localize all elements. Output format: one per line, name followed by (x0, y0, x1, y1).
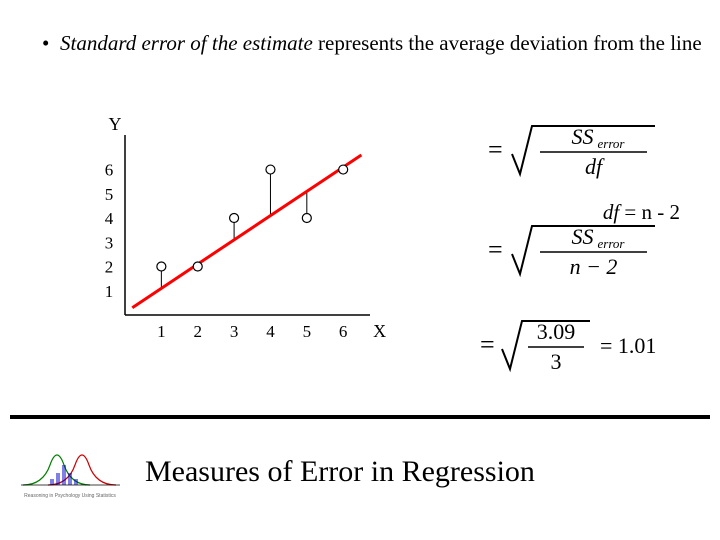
svg-text:5: 5 (303, 322, 312, 341)
svg-text:SS: SS (572, 124, 594, 149)
chart-svg: Y 6 5 4 3 2 1 1 2 3 4 5 6 X (95, 115, 395, 345)
svg-text:Y: Y (109, 115, 122, 134)
svg-text:2: 2 (193, 322, 202, 341)
svg-text:Reasoning in Psychology Using: Reasoning in Psychology Using Statistics (24, 493, 116, 499)
bullet-text: • Standard error of the estimate represe… (60, 30, 702, 56)
footer-logo: Reasoning in Psychology Using Statistics (18, 445, 123, 505)
equations-svg: = SS error df = SS error n − 2 = 3.09 3 = 1.01 (480, 120, 690, 390)
footer-logo-svg: Reasoning in Psychology Using Statistics (18, 445, 123, 505)
svg-text:5: 5 (105, 185, 114, 204)
svg-text:1: 1 (105, 282, 114, 301)
svg-text:3: 3 (551, 349, 562, 374)
bullet-marker: • (42, 30, 49, 56)
svg-text:error: error (598, 136, 626, 151)
svg-text:=: = (488, 235, 503, 264)
svg-text:6: 6 (339, 322, 348, 341)
equations: = SS error df = SS error n − 2 = 3.09 3 = 1.01 (480, 120, 690, 395)
svg-text:6: 6 (105, 161, 114, 180)
svg-text:2: 2 (105, 258, 114, 277)
svg-text:SS: SS (572, 224, 594, 249)
bullet-italic: Standard error of the estimate (60, 31, 313, 55)
svg-text:3: 3 (105, 233, 114, 252)
svg-text:n − 2: n − 2 (570, 254, 618, 279)
bullet-rest: represents the average deviation from th… (313, 31, 702, 55)
svg-text:=: = (488, 135, 503, 164)
scatter-chart: Y 6 5 4 3 2 1 1 2 3 4 5 6 X (95, 115, 395, 345)
svg-text:df: df (585, 154, 605, 179)
svg-text:X: X (373, 321, 386, 341)
svg-text:3: 3 (230, 322, 239, 341)
svg-text:error: error (598, 236, 626, 251)
svg-text:4: 4 (105, 209, 114, 228)
svg-text:=: = (480, 330, 495, 359)
footer-title: Measures of Error in Regression (145, 455, 535, 489)
divider (10, 415, 710, 419)
svg-text:1: 1 (157, 322, 166, 341)
svg-text:= 1.01: = 1.01 (600, 333, 656, 358)
svg-text:3.09: 3.09 (537, 319, 576, 344)
svg-text:4: 4 (266, 322, 275, 341)
